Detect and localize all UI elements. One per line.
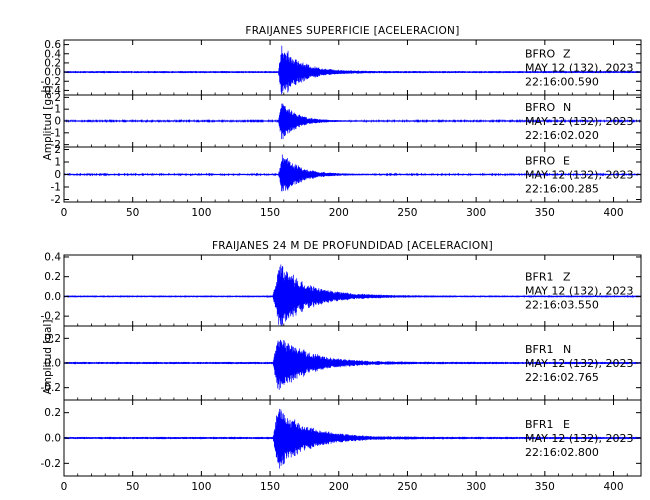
component-label: N [563, 343, 571, 356]
time-label: 22:16:02.765 [525, 371, 599, 384]
component-label: Z [563, 48, 571, 61]
y-tick-label: -0.2 [41, 382, 62, 394]
waveform-line [63, 154, 642, 192]
y-tick-label: 0.4 [44, 251, 61, 263]
y-tick-label: -2 [51, 194, 61, 206]
station-label: BFR1 [525, 271, 554, 284]
y-tick-label: -0.4 [41, 85, 62, 97]
station-label: BFRO [525, 101, 556, 114]
date-label: MAY 12 (132), 2023 [525, 169, 633, 182]
chart-title: FRAIJANES SUPERFICIE [ACELERACION] [245, 25, 459, 37]
x-tick-label: 300 [466, 481, 486, 493]
y-tick-label: 2 [54, 92, 61, 104]
date-label: MAY 12 (132), 2023 [525, 432, 633, 445]
x-tick-label: 100 [191, 207, 211, 219]
y-tick-label: -0.2 [41, 458, 62, 470]
y-tick-label: 1 [54, 104, 61, 116]
surface-chart: FRAIJANES SUPERFICIE [ACELERACION] Amplit… [41, 25, 642, 219]
time-label: 22:16:02.800 [525, 446, 599, 459]
station-label: BFR1 [525, 418, 554, 431]
time-label: 22:16:02.020 [525, 129, 599, 142]
y-tick-label: 0.0 [44, 433, 61, 445]
y-tick-label: 0.2 [44, 271, 61, 283]
y-axis-label: Amplitud [gal] [42, 86, 54, 161]
component-label: E [563, 155, 570, 168]
time-label: 22:16:00.285 [525, 183, 599, 196]
station-label: BFRO [525, 155, 556, 168]
x-tick-label: 350 [535, 481, 555, 493]
y-tick-label: -1 [51, 127, 61, 139]
date-label: MAY 12 (132), 2023 [525, 285, 633, 298]
x-tick-label: 0 [61, 481, 68, 493]
time-label: 22:16:03.550 [525, 299, 599, 312]
y-tick-label: 0.0 [44, 67, 61, 79]
y-tick-label: 0.0 [44, 291, 61, 303]
y-tick-label: 2 [54, 144, 61, 156]
y-tick-label: 0.2 [44, 57, 61, 69]
y-tick-label: 0.0 [44, 358, 61, 370]
x-tick-label: 100 [191, 481, 211, 493]
y-tick-label: 0.2 [44, 407, 61, 419]
time-label: 22:16:00.590 [525, 76, 599, 89]
x-tick-label: 400 [604, 481, 624, 493]
x-tick-label: 200 [329, 207, 349, 219]
x-tick-label: 250 [397, 207, 417, 219]
y-axis-label: Amplitud [gal] [42, 320, 54, 395]
y-tick-label: 0.2 [44, 333, 61, 345]
waveform-line [63, 408, 642, 469]
x-tick-label: 0 [61, 207, 68, 219]
depth-chart: FRAIJANES 24 M DE PROFUNDIDAD [ACELERACI… [41, 240, 642, 493]
x-tick-label: 200 [329, 481, 349, 493]
component-label: N [563, 101, 571, 114]
x-tick-label: 300 [466, 207, 486, 219]
y-tick-label: -0.2 [41, 76, 62, 88]
x-tick-label: 350 [535, 207, 555, 219]
waveform-line [63, 103, 642, 140]
y-tick-label: 1 [54, 157, 61, 169]
x-tick-label: 150 [260, 207, 280, 219]
chart-title: FRAIJANES 24 M DE PROFUNDIDAD [ACELERACI… [212, 240, 493, 252]
y-tick-label: -2 [51, 139, 61, 151]
component-label: Z [563, 271, 571, 284]
waveform-line [63, 45, 642, 95]
date-label: MAY 12 (132), 2023 [525, 62, 633, 75]
y-tick-label: -0.2 [41, 311, 62, 323]
y-tick-label: -1 [51, 182, 61, 194]
date-label: MAY 12 (132), 2023 [525, 357, 633, 370]
component-label: E [563, 418, 570, 431]
waveform-line [63, 264, 642, 327]
x-tick-label: 400 [604, 207, 624, 219]
x-tick-label: 250 [397, 481, 417, 493]
x-tick-label: 150 [260, 481, 280, 493]
x-tick-label: 50 [126, 481, 139, 493]
date-label: MAY 12 (132), 2023 [525, 115, 633, 128]
station-label: BFRO [525, 48, 556, 61]
y-tick-label: 0.4 [44, 48, 61, 60]
y-tick-label: 0.6 [44, 39, 61, 51]
y-tick-label: 0 [54, 169, 61, 181]
waveform-line [63, 339, 642, 390]
y-tick-label: 0 [54, 116, 61, 128]
station-label: BFR1 [525, 343, 554, 356]
x-tick-label: 50 [126, 207, 139, 219]
